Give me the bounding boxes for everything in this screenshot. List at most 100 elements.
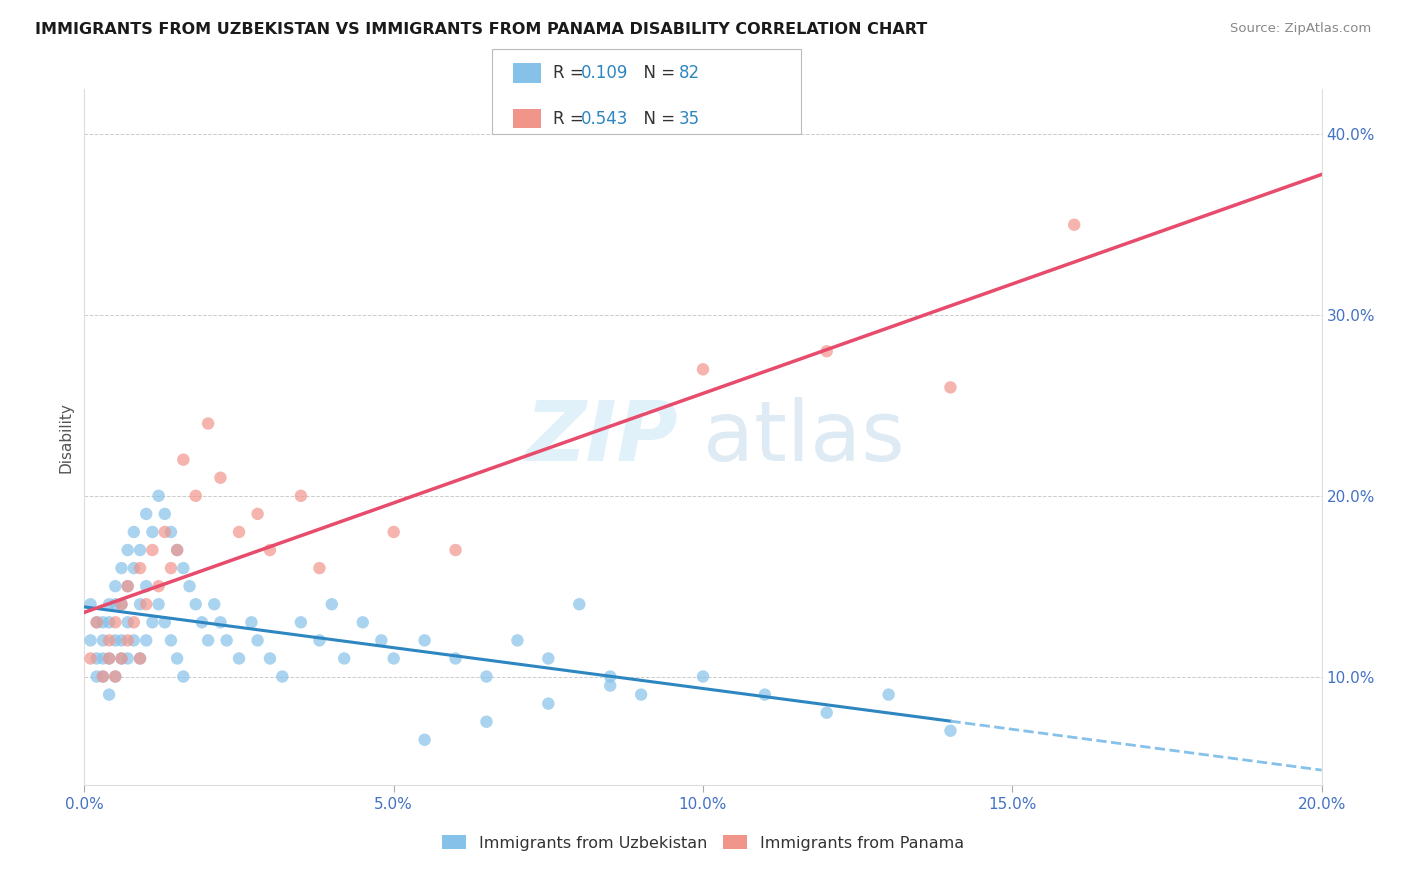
Point: [815, 344, 838, 359]
Point: [122, 524, 145, 539]
Point: [599, 669, 621, 683]
Point: [939, 380, 962, 394]
Point: [104, 615, 127, 630]
Point: [444, 651, 467, 665]
Point: [110, 651, 132, 665]
Point: [259, 651, 281, 665]
Point: [692, 669, 714, 683]
Point: [308, 633, 330, 648]
Point: [79, 633, 101, 648]
Point: [104, 669, 127, 683]
Point: [228, 524, 250, 539]
Point: [129, 561, 152, 575]
Point: [98, 688, 121, 702]
Point: [321, 597, 343, 611]
Point: [79, 651, 101, 665]
Point: [877, 688, 900, 702]
Point: [104, 669, 127, 683]
Point: [86, 669, 108, 683]
Point: [110, 597, 132, 611]
Point: [537, 651, 560, 665]
Point: [153, 524, 176, 539]
Point: [91, 615, 114, 630]
Point: [91, 669, 114, 683]
Point: [148, 489, 170, 503]
Point: [129, 597, 152, 611]
Point: [91, 651, 114, 665]
Point: [754, 688, 776, 702]
Text: atlas: atlas: [703, 397, 904, 477]
Legend: Immigrants from Uzbekistan, Immigrants from Panama: Immigrants from Uzbekistan, Immigrants f…: [436, 829, 970, 857]
Point: [197, 417, 219, 431]
Point: [382, 524, 405, 539]
Text: 82: 82: [679, 64, 700, 82]
Point: [98, 651, 121, 665]
Point: [153, 507, 176, 521]
Point: [444, 543, 467, 558]
Point: [271, 669, 294, 683]
Point: [370, 633, 392, 648]
Text: Source: ZipAtlas.com: Source: ZipAtlas.com: [1230, 22, 1371, 36]
Point: [179, 579, 201, 593]
Point: [104, 597, 127, 611]
Point: [117, 579, 139, 593]
Point: [382, 651, 405, 665]
Point: [104, 633, 127, 648]
Point: [122, 615, 145, 630]
Point: [240, 615, 263, 630]
Point: [135, 633, 157, 648]
Text: ZIP: ZIP: [526, 397, 678, 477]
Point: [122, 633, 145, 648]
Point: [172, 669, 194, 683]
Point: [692, 362, 714, 376]
Text: N =: N =: [633, 64, 681, 82]
Point: [166, 651, 188, 665]
Point: [290, 489, 312, 503]
Text: 35: 35: [679, 110, 700, 128]
Point: [506, 633, 529, 648]
Point: [117, 579, 139, 593]
Point: [110, 597, 132, 611]
Point: [91, 633, 114, 648]
Point: [117, 633, 139, 648]
Point: [141, 615, 163, 630]
Point: [160, 561, 183, 575]
Point: [129, 651, 152, 665]
Point: [117, 543, 139, 558]
Point: [184, 489, 207, 503]
Point: [135, 579, 157, 593]
Point: [135, 507, 157, 521]
Point: [413, 732, 436, 747]
Point: [117, 651, 139, 665]
Point: [475, 714, 498, 729]
Point: [172, 452, 194, 467]
Point: [110, 651, 132, 665]
Point: [197, 633, 219, 648]
Text: IMMIGRANTS FROM UZBEKISTAN VS IMMIGRANTS FROM PANAMA DISABILITY CORRELATION CHAR: IMMIGRANTS FROM UZBEKISTAN VS IMMIGRANTS…: [35, 22, 928, 37]
Point: [191, 615, 214, 630]
Point: [129, 651, 152, 665]
Point: [172, 561, 194, 575]
Point: [79, 597, 101, 611]
Point: [98, 615, 121, 630]
Point: [246, 507, 269, 521]
Point: [160, 524, 183, 539]
Point: [939, 723, 962, 738]
Point: [308, 561, 330, 575]
Point: [209, 615, 232, 630]
Point: [86, 615, 108, 630]
Point: [599, 679, 621, 693]
Point: [815, 706, 838, 720]
Point: [86, 651, 108, 665]
Point: [630, 688, 652, 702]
Point: [110, 561, 132, 575]
Point: [129, 543, 152, 558]
Point: [153, 615, 176, 630]
Text: R =: R =: [553, 110, 589, 128]
Point: [475, 669, 498, 683]
Point: [215, 633, 238, 648]
Point: [209, 471, 232, 485]
Text: 0.109: 0.109: [581, 64, 628, 82]
Point: [166, 543, 188, 558]
Point: [352, 615, 374, 630]
